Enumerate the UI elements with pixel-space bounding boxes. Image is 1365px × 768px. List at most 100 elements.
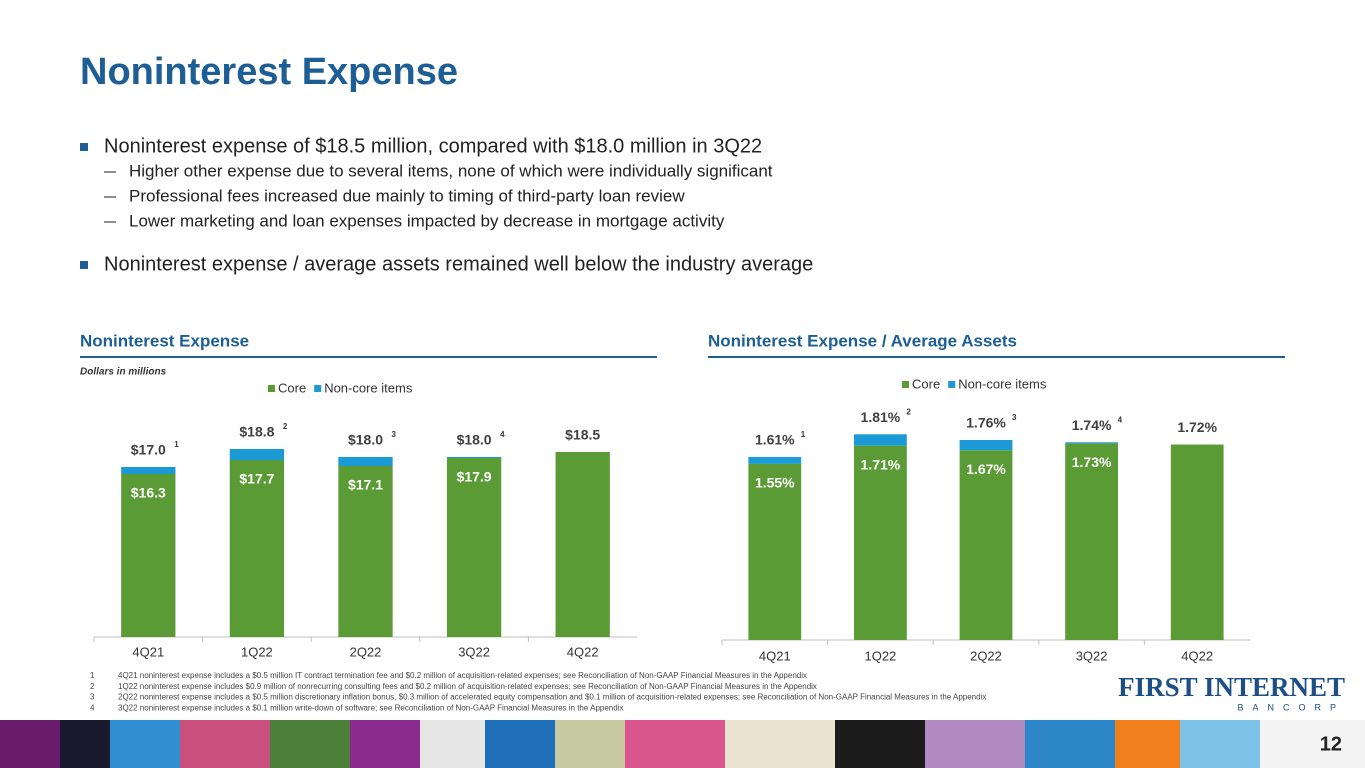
decor [555,720,625,768]
decor [485,720,555,768]
bullet-text: Noninterest expense / average assets rem… [104,253,813,275]
legend-label: Non-core items [958,376,1047,391]
footnote-text: 4Q21 noninterest expense includes a $0.5… [118,671,807,680]
bar-segment [854,434,907,446]
bar-segment [748,463,802,640]
bar-segment [959,450,1013,640]
total-label: 1.61% [755,432,795,448]
bar-segment [446,457,502,458]
page-number: 12 [1320,733,1342,755]
decor [180,720,270,768]
total-label: 1.76% [966,415,1006,431]
x-tick-label: 4Q22 [567,644,599,659]
decor [0,720,60,768]
bar-segment [338,457,393,466]
decor [350,720,420,768]
total-label: $17.0 [131,442,166,458]
logo-name: FIRST INTERNET [1118,672,1345,702]
bar-value-label: 1.55% [755,475,795,491]
bar-segment [1065,443,1118,640]
legend-label: Core [912,376,940,391]
footnote-ref: 3 [1012,413,1017,422]
bar-value-label: $17.9 [457,469,492,485]
decor [725,720,835,768]
bar-segment [748,457,802,464]
legend-swatch [902,381,909,388]
chart-title: Noninterest Expense / Average Assets [708,331,1017,350]
bar-value-label: 1.67% [966,461,1006,477]
total-label: 1.81% [861,409,901,425]
footnote-text: 3Q22 noninterest expense includes a $0.1… [118,704,623,713]
legend-label: Non-core items [324,380,413,395]
footnote-number: 4 [90,704,95,713]
decor [1115,720,1180,768]
footnote-ref: 1 [174,440,179,449]
chart-subtitle: Dollars in millions [80,367,167,378]
bar-segment [121,474,176,637]
legend-label: Core [278,380,306,395]
x-tick-label: 4Q21 [759,648,791,663]
footnote-number: 1 [90,671,95,680]
x-tick-label: 3Q22 [458,644,490,659]
legend-swatch [268,385,275,392]
sub-bullet-text: Lower marketing and loan expenses impact… [129,211,725,230]
bar-segment [555,452,610,637]
legend-swatch [948,381,956,388]
footnote-ref: 2 [906,407,911,416]
total-label: $18.8 [239,424,274,440]
decor [270,720,350,768]
x-tick-label: 1Q22 [864,648,896,663]
footnote-ref: 2 [283,422,288,431]
bar-segment [446,458,502,637]
decor [925,720,1025,768]
logo-sub: BANCORP [1237,702,1345,712]
decor [110,720,180,768]
x-tick-label: 1Q22 [241,644,273,659]
bar-value-label: $16.3 [131,485,166,501]
total-label: 1.72% [1177,419,1217,435]
x-tick-label: 2Q22 [970,648,1002,663]
sub-bullet-text: Professional fees increased due mainly t… [129,186,685,205]
decor-strip [0,720,1365,768]
bar-segment [1065,442,1118,444]
bar-segment [959,440,1013,451]
footnote-number: 2 [90,682,95,691]
decor [60,720,110,768]
slide-title: Noninterest Expense [80,51,458,93]
x-tick-label: 2Q22 [350,644,382,659]
footnote-number: 3 [90,693,95,702]
footnote-text: 2Q22 noninterest expense includes a $0.5… [118,693,986,702]
x-tick-label: 3Q22 [1076,648,1108,663]
decor [1025,720,1115,768]
footnote-ref: 3 [392,430,397,439]
legend-swatch [314,385,322,392]
total-label: $18.0 [348,432,383,448]
decor [420,720,485,768]
decor [1180,720,1260,768]
bullet-marker [80,143,88,151]
footnote-text: 1Q22 noninterest expense includes $0.9 m… [118,682,817,691]
sub-bullet-text: Higher other expense due to several item… [129,161,773,180]
total-label: 1.74% [1072,417,1112,433]
bar-value-label: $17.1 [348,477,383,493]
bullet-marker [80,261,88,269]
bar-segment [229,449,285,460]
decor [1260,720,1365,768]
bar-segment [338,466,393,637]
bar-value-label: 1.71% [861,456,901,472]
footnote-ref: 4 [1118,415,1123,424]
chart-title: Noninterest Expense [80,331,249,350]
bar-segment [121,467,176,474]
x-tick-label: 4Q21 [132,644,164,659]
decor [625,720,725,768]
total-label: $18.5 [565,427,600,443]
bar-value-label: 1.73% [1072,454,1112,470]
bar-value-label: $17.7 [239,471,274,487]
footnote-ref: 4 [500,430,505,439]
footnote-ref: 1 [801,430,806,439]
bar-segment [229,460,285,637]
bar-segment [854,445,907,640]
